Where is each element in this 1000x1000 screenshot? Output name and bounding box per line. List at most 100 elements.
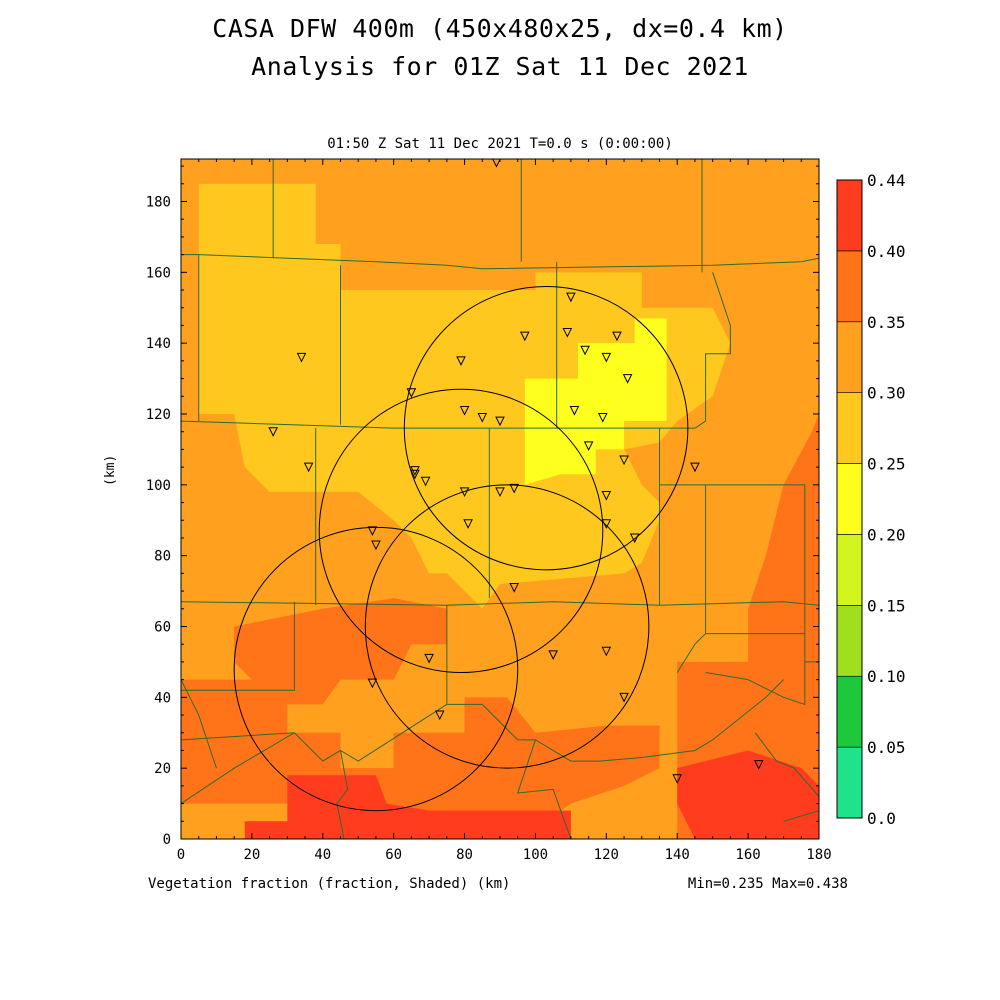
station-marker-25 — [495, 487, 505, 498]
field-region-5 — [234, 598, 447, 705]
station-marker-23 — [420, 476, 431, 487]
colorbar-segment-2 — [836, 605, 863, 677]
station-marker-33 — [509, 583, 519, 593]
station-marker-37 — [367, 678, 378, 689]
county-line-20 — [181, 732, 295, 804]
station-marker-14 — [569, 405, 580, 416]
station-marker-38 — [434, 710, 445, 721]
colorbar-segment-0 — [836, 746, 863, 819]
colorbar-label-0: 0.0 — [867, 809, 896, 828]
field-region-1 — [198, 183, 341, 291]
station-marker-36 — [601, 646, 612, 657]
station-marker-9 — [456, 356, 466, 366]
station-marker-20 — [303, 462, 314, 473]
y-tick-label-4: 80 — [154, 549, 171, 565]
county-line-14 — [705, 484, 819, 663]
radar-ring-2 — [403, 286, 689, 571]
y-tick-label-8: 160 — [146, 265, 171, 281]
x-tick-label-5: 100 — [523, 847, 548, 863]
colorbar-segment-8 — [836, 179, 863, 252]
x-tick-label-8: 160 — [735, 847, 760, 863]
station-marker-29 — [601, 519, 612, 529]
x-tick-label-3: 60 — [385, 847, 402, 863]
y-tick-label-9: 180 — [146, 195, 171, 211]
colorbar-label-9: 0.44 — [867, 171, 906, 190]
colorbar-segment-1 — [836, 675, 863, 748]
station-marker-12 — [477, 413, 488, 423]
station-marker-19 — [690, 462, 700, 473]
county-line-15 — [216, 601, 295, 691]
county-line-0 — [181, 254, 819, 270]
county-boundaries — [181, 159, 819, 839]
x-tick-label-7: 140 — [665, 847, 690, 863]
x-tick-label-9: 180 — [806, 847, 831, 863]
station-marker-39 — [619, 692, 629, 703]
y-tick-label-2: 40 — [154, 690, 171, 706]
station-marker-26 — [509, 483, 519, 494]
station-marker-16 — [268, 427, 278, 437]
y-tick-label-5: 100 — [146, 478, 171, 494]
x-tick-label-0: 0 — [177, 847, 185, 863]
radar-ring-3 — [364, 484, 650, 769]
station-marker-22 — [410, 469, 420, 480]
station-marker-1 — [566, 292, 576, 303]
min-max-readout: Min=0.235 Max=0.438 — [687, 876, 848, 892]
county-line-23 — [676, 633, 805, 673]
colorbar-frame — [836, 179, 863, 819]
station-marker-40 — [672, 774, 683, 784]
county-line-12 — [659, 428, 707, 634]
station-marker-2 — [520, 331, 530, 342]
colorbar-label-7: 0.35 — [867, 313, 906, 332]
field-region-3 — [524, 318, 667, 485]
station-marker-15 — [597, 413, 608, 423]
colorbar-label-8: 0.40 — [867, 242, 906, 261]
station-marker-10 — [406, 388, 417, 398]
station-marker-24 — [459, 487, 470, 498]
field-region-8 — [677, 750, 819, 839]
colorbar-segment-4 — [836, 463, 863, 535]
station-marker-31 — [367, 526, 378, 536]
colorbar-segment-3 — [836, 534, 863, 606]
station-marker-7 — [622, 374, 633, 384]
station-marker-17 — [583, 441, 594, 451]
county-line-26 — [705, 661, 806, 706]
station-marker-8 — [296, 352, 307, 363]
y-tick-label-7: 140 — [146, 336, 171, 352]
colorbar-label-6: 0.30 — [867, 384, 906, 403]
station-marker-11 — [459, 405, 470, 416]
station-marker-35 — [548, 650, 558, 660]
station-marker-30 — [629, 533, 640, 544]
county-line-7 — [694, 272, 731, 429]
colorbar: 0.0 0.05 0.10 0.15 0.20 0.25 0.30 0.35 0.40 0.44 — [836, 171, 906, 828]
county-line-2 — [181, 420, 695, 429]
field-region-7 — [244, 775, 571, 839]
station-marker-34 — [424, 653, 434, 664]
county-line-21 — [336, 750, 349, 839]
county-line-25 — [783, 810, 819, 822]
station-marker-5 — [580, 345, 590, 356]
colorbar-label-5: 0.25 — [867, 455, 906, 474]
colorbar-label-3: 0.15 — [867, 596, 906, 615]
colorbar-segment-6 — [836, 321, 863, 393]
y-axis: 0 20 40 60 80 100 120 140 160 180 — [146, 165, 819, 848]
field-description: Vegetation fraction (fraction, Shaded) (… — [148, 876, 511, 892]
station-marker-18 — [619, 455, 629, 466]
y-tick-label-6: 120 — [146, 407, 171, 423]
chart-subtitle: 01:50 Z Sat 11 Dec 2021 T=0.0 s (0:00:00… — [327, 136, 673, 152]
station-marker-32 — [371, 540, 381, 551]
chart-title-line1: CASA DFW 400m (450x480x25, dx=0.4 km) — [212, 14, 788, 43]
x-tick-label-4: 80 — [456, 847, 473, 863]
station-marker-6 — [601, 352, 612, 363]
colorbar-segment-5 — [836, 392, 863, 464]
colorbar-label-2: 0.10 — [867, 667, 906, 686]
colorbar-label-1: 0.05 — [867, 738, 906, 757]
y-tick-label-1: 20 — [154, 761, 171, 777]
chart-title-line2: Analysis for 01Z Sat 11 Dec 2021 — [251, 52, 749, 81]
colorbar-label-4: 0.20 — [867, 525, 906, 544]
radar-range-rings — [233, 286, 689, 812]
colorbar-segment-7 — [836, 250, 863, 323]
x-axis: 0 20 40 60 80 100 120 140 160 180 — [177, 159, 832, 863]
radar-ring-1 — [318, 388, 604, 674]
x-tick-label-6: 120 — [594, 847, 619, 863]
